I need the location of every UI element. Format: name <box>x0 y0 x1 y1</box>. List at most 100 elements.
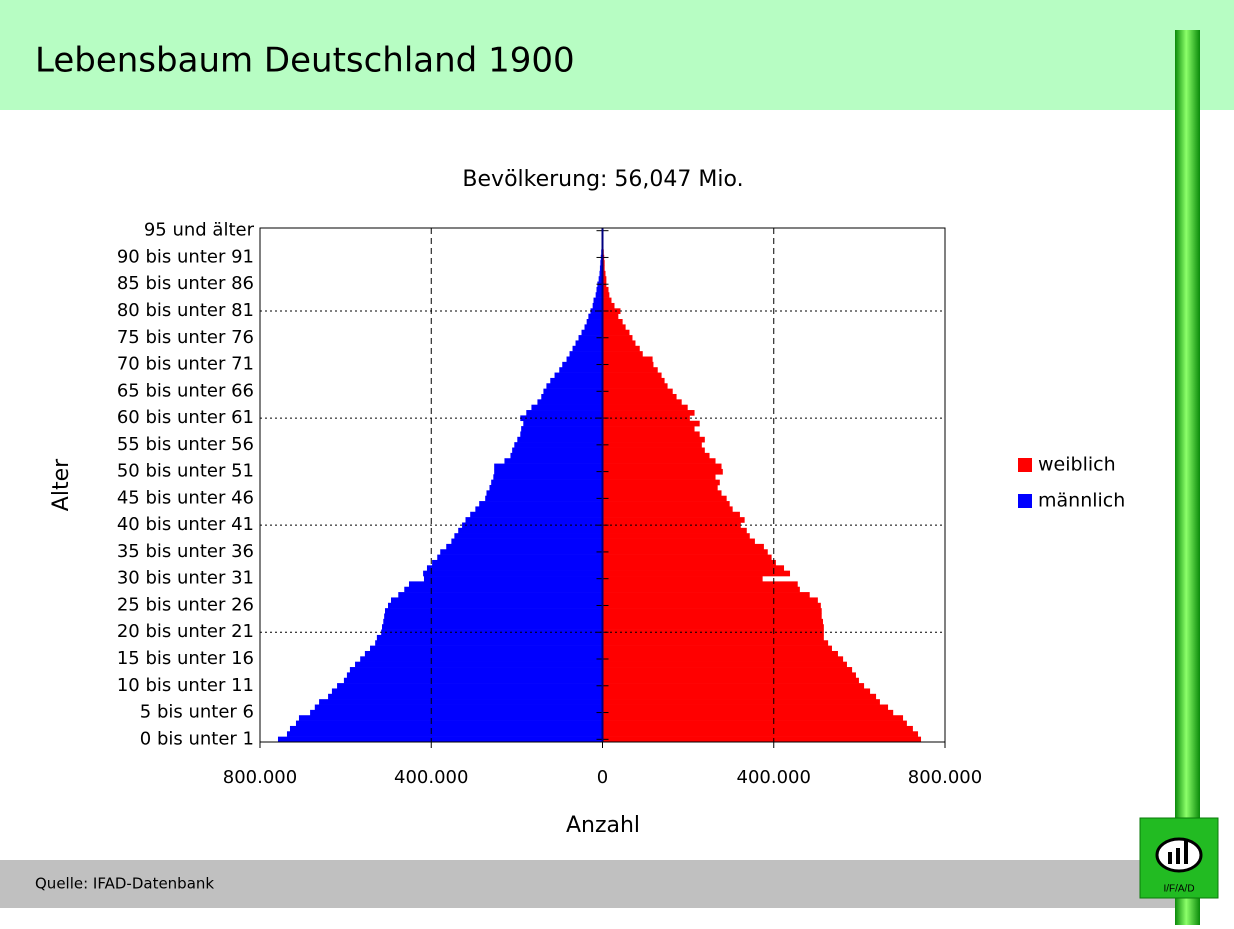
bar <box>486 490 602 496</box>
bar <box>603 346 640 352</box>
y-tick-label: 95 und älter <box>144 220 255 241</box>
y-tick-label: 55 bis unter 56 <box>117 434 254 455</box>
bar <box>603 619 823 625</box>
bar <box>603 656 844 662</box>
bar <box>603 464 722 470</box>
legend-label: männlich <box>1038 490 1125 512</box>
bar <box>491 480 602 486</box>
bar <box>603 367 658 373</box>
legend-swatch <box>1018 494 1032 508</box>
bar <box>559 367 602 373</box>
bar <box>344 678 603 684</box>
bar <box>603 549 768 555</box>
bar <box>603 480 720 486</box>
y-tick-label: 10 bis unter 11 <box>117 675 254 696</box>
bar <box>593 303 603 309</box>
bar <box>603 437 705 443</box>
bar <box>603 485 718 491</box>
bar <box>603 592 810 598</box>
y-axis-title: Alter <box>49 458 74 511</box>
bar <box>375 640 602 646</box>
y-tick-label: 60 bis unter 61 <box>117 407 254 428</box>
bar <box>446 544 602 550</box>
bar <box>278 737 603 743</box>
bar <box>437 555 602 561</box>
bar <box>603 539 755 545</box>
bar <box>603 710 894 716</box>
bar <box>385 608 602 614</box>
y-tick-label: 35 bis unter 36 <box>117 541 254 562</box>
bar <box>603 581 798 587</box>
y-tick-label: 50 bis unter 51 <box>117 461 254 482</box>
bar <box>493 474 602 480</box>
bar <box>603 731 919 737</box>
bar <box>510 453 602 459</box>
bar <box>526 410 602 416</box>
bar <box>485 496 602 502</box>
bar <box>603 421 700 427</box>
bar <box>475 506 602 512</box>
bar <box>603 351 643 357</box>
bar <box>296 721 603 727</box>
bar <box>603 651 838 657</box>
bar <box>423 571 602 577</box>
y-tick-label: 65 bis unter 66 <box>117 380 254 401</box>
bar <box>350 667 603 673</box>
bar <box>489 485 602 491</box>
bar <box>603 640 829 646</box>
y-tick-label: 5 bis unter 6 <box>140 702 254 723</box>
bar <box>603 469 723 475</box>
bar <box>603 474 716 480</box>
bar <box>603 533 750 539</box>
bar <box>504 458 602 464</box>
bar <box>603 496 727 502</box>
y-tick-label: 70 bis unter 71 <box>117 354 254 375</box>
bar <box>576 340 603 346</box>
bar <box>603 490 722 496</box>
bar <box>603 635 824 641</box>
bar <box>603 362 654 368</box>
bar <box>546 383 602 389</box>
legend-label: weiblich <box>1038 454 1116 476</box>
bar <box>603 501 730 507</box>
bar <box>585 324 603 330</box>
y-tick-label: 85 bis unter 86 <box>117 273 254 294</box>
bar <box>388 603 602 609</box>
bar <box>603 431 700 437</box>
bar <box>494 464 602 470</box>
y-tick-label: 15 bis unter 16 <box>117 648 254 669</box>
bar <box>603 683 865 689</box>
bar <box>319 699 602 705</box>
bar <box>603 672 856 678</box>
bar <box>382 624 602 630</box>
bar <box>365 651 603 657</box>
bar <box>287 731 603 737</box>
logo-icon <box>1176 848 1180 864</box>
bar <box>603 330 630 336</box>
bar <box>603 410 695 416</box>
legend-swatch <box>1018 458 1032 472</box>
y-tick-label: 0 bis unter 1 <box>140 728 254 749</box>
bar <box>454 533 602 539</box>
bar <box>603 597 818 603</box>
bar <box>603 565 785 571</box>
bar <box>290 726 603 732</box>
bar <box>531 405 602 411</box>
y-tick-label: 20 bis unter 21 <box>117 621 254 642</box>
bar <box>603 528 747 534</box>
chart-title: Bevölkerung: 56,047 Mio. <box>462 167 743 192</box>
bar <box>567 357 603 363</box>
bar <box>603 405 688 411</box>
bar <box>603 614 822 620</box>
bar <box>603 389 673 395</box>
x-tick-label: 0 <box>597 767 608 788</box>
bar <box>517 437 602 443</box>
bar <box>603 298 612 304</box>
bar <box>520 431 602 437</box>
bar <box>451 539 602 545</box>
bar <box>458 528 602 534</box>
bar <box>315 705 603 711</box>
bar <box>383 619 602 625</box>
bar <box>562 362 602 368</box>
